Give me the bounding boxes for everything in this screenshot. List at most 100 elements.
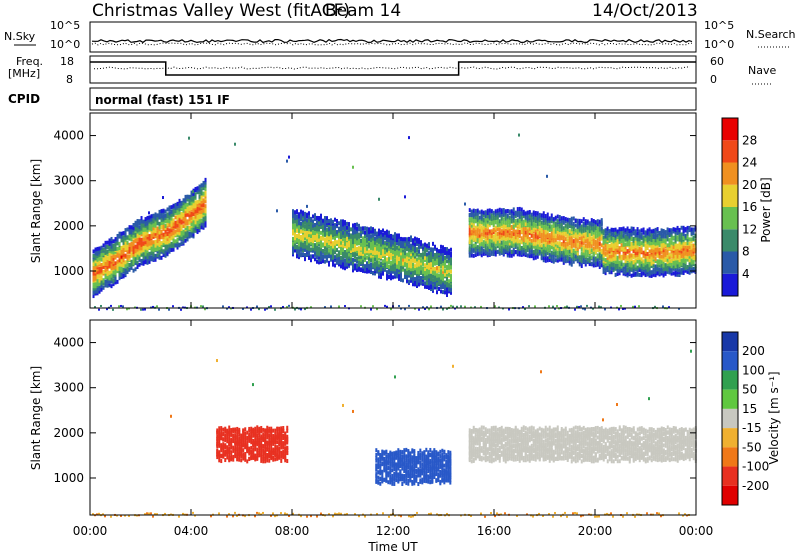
power-cell xyxy=(296,254,298,259)
power-cell xyxy=(110,279,113,284)
power-cell xyxy=(438,260,440,265)
power-cell xyxy=(154,234,157,239)
power-cell xyxy=(392,259,394,264)
power-cell xyxy=(552,254,555,259)
power-cell xyxy=(120,265,123,270)
power-cell xyxy=(402,239,404,244)
power-cell xyxy=(448,248,450,253)
power-cell xyxy=(474,237,477,242)
power-cell xyxy=(678,273,681,278)
power-cell xyxy=(614,272,617,277)
power-cell xyxy=(484,250,487,255)
power-cell xyxy=(604,247,607,252)
power-cell xyxy=(682,266,685,271)
power-cell xyxy=(322,234,324,239)
power-cell xyxy=(678,262,681,267)
power-cell xyxy=(670,268,673,273)
power-cell xyxy=(312,219,314,224)
power-cell xyxy=(558,234,561,239)
power-cell xyxy=(112,262,115,267)
power-cell xyxy=(402,251,404,256)
power-cell xyxy=(370,253,372,258)
power-cell xyxy=(298,232,300,237)
power-cell xyxy=(584,253,587,258)
power-cell xyxy=(172,212,175,217)
power-cell xyxy=(514,210,517,215)
power-cell xyxy=(534,223,537,228)
power-cell xyxy=(300,241,302,246)
power-cell xyxy=(608,232,611,237)
power-cell xyxy=(556,226,559,231)
power-cell xyxy=(686,235,689,240)
power-cell xyxy=(486,231,489,236)
power-cell xyxy=(524,226,527,231)
power-cell xyxy=(620,238,623,243)
power-cell xyxy=(554,242,557,247)
power-cell xyxy=(334,246,336,251)
power-cell xyxy=(498,239,501,244)
power-cell xyxy=(592,225,595,230)
power-cell xyxy=(610,245,613,250)
power-cell xyxy=(346,221,348,226)
power-cell xyxy=(300,245,302,250)
power-cell xyxy=(588,241,591,246)
power-cell xyxy=(340,232,342,237)
power-cell xyxy=(646,242,649,247)
power-cell xyxy=(134,233,137,238)
power-cell xyxy=(582,237,585,242)
power-cell xyxy=(116,279,119,284)
power-cell xyxy=(532,215,535,220)
power-cell xyxy=(188,200,191,205)
power-cell xyxy=(440,260,442,265)
power-cell xyxy=(384,245,386,250)
power-cell xyxy=(674,266,677,271)
power-cell xyxy=(672,244,675,249)
power-cell xyxy=(506,235,509,240)
power-cell xyxy=(132,252,135,257)
power-cell xyxy=(140,244,143,249)
beam-title: Beam 14 xyxy=(325,1,401,21)
power-cell xyxy=(444,286,446,291)
power-cell xyxy=(528,209,531,214)
power-cell xyxy=(348,222,350,227)
power-cell xyxy=(96,273,99,278)
power-cell xyxy=(584,235,587,240)
power-cell xyxy=(578,255,581,260)
power-cell xyxy=(164,245,167,250)
power-cell xyxy=(148,221,151,226)
power-cell xyxy=(342,225,344,230)
power-cell xyxy=(540,235,543,240)
power-cell xyxy=(610,261,613,266)
power-cell xyxy=(410,266,412,271)
power-cell xyxy=(676,270,679,275)
power-cell xyxy=(472,208,475,213)
power-cell xyxy=(522,238,525,243)
power-cell xyxy=(572,239,575,244)
power-cell xyxy=(544,246,547,251)
power-cell xyxy=(618,260,621,265)
power-cell xyxy=(568,238,571,243)
power-cell xyxy=(548,245,551,250)
power-cell xyxy=(476,208,479,213)
power-cell xyxy=(622,269,625,274)
power-cell xyxy=(300,247,302,252)
power-cell xyxy=(164,224,167,229)
power-cell xyxy=(186,194,189,199)
power-cell xyxy=(512,218,515,223)
power-cell xyxy=(350,249,352,254)
power-cell xyxy=(658,240,661,245)
power-cell xyxy=(646,252,649,257)
power-cell xyxy=(542,231,545,236)
power-cell xyxy=(554,258,557,263)
power-cell xyxy=(132,239,135,244)
power-cell xyxy=(324,251,326,256)
power-cell xyxy=(488,242,491,247)
power-cell xyxy=(356,226,358,231)
power-cell xyxy=(106,244,109,249)
power-cell xyxy=(644,267,647,272)
power-cell xyxy=(622,226,625,231)
power-cell xyxy=(520,217,523,222)
power-cell xyxy=(604,262,607,267)
power-cell xyxy=(328,248,330,253)
power-cell xyxy=(440,282,442,287)
